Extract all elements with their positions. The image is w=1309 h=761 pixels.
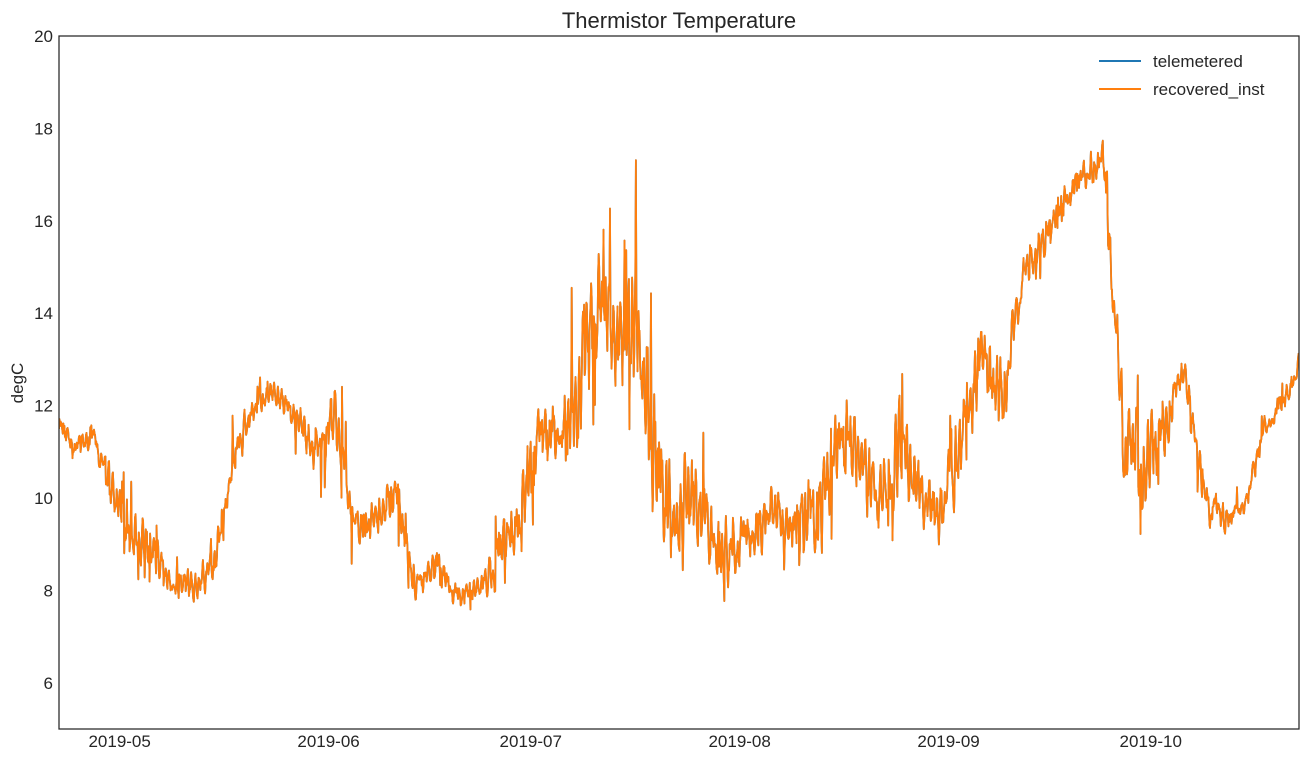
x-tick-label: 2019-07 xyxy=(500,732,562,751)
y-tick-label: 18 xyxy=(34,119,53,138)
plot-frame xyxy=(58,35,1300,730)
x-axis-ticks: 2019-05 2019-06 2019-07 2019-08 2019-09 2019-… xyxy=(88,732,1181,751)
y-tick-label: 14 xyxy=(34,304,53,323)
y-tick-label: 20 xyxy=(34,27,53,46)
x-tick-label: 2019-08 xyxy=(708,732,770,751)
x-tick-label: 2019-09 xyxy=(917,732,979,751)
y-axis-label: degC xyxy=(8,363,27,404)
y-tick-label: 6 xyxy=(44,674,53,693)
legend-label-recovered-inst: recovered_inst xyxy=(1153,80,1265,99)
x-tick-label: 2019-05 xyxy=(88,732,150,751)
y-tick-label: 10 xyxy=(34,489,53,508)
y-tick-label: 12 xyxy=(34,397,53,416)
x-tick-label: 2019-06 xyxy=(297,732,359,751)
y-tick-label: 16 xyxy=(34,212,53,231)
x-tick-label: 2019-10 xyxy=(1120,732,1182,751)
legend-label-telemetered: telemetered xyxy=(1153,52,1243,71)
series-line-recovered-inst xyxy=(59,139,1299,611)
series-lines xyxy=(59,139,1299,611)
y-tick-label: 8 xyxy=(44,581,53,600)
legend: telemetered recovered_inst xyxy=(1099,52,1265,99)
y-axis-ticks: 6 8 10 12 14 16 18 20 xyxy=(34,27,53,693)
chart-title: Thermistor Temperature xyxy=(562,8,796,33)
